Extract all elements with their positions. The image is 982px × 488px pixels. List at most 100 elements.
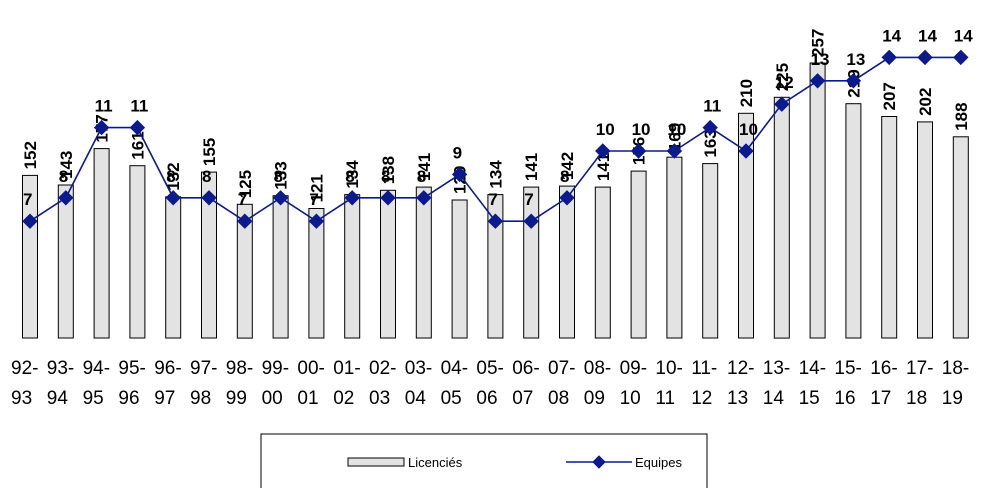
x-tick-label-line2: 93	[11, 388, 32, 409]
bar-licencies	[380, 189, 396, 339]
x-tick-label-line1: 13-	[763, 358, 790, 379]
x-tick-label-line2: 99	[226, 388, 247, 409]
bar-licencies	[773, 96, 790, 339]
bar-value-label: 141	[594, 153, 613, 181]
bar-value-label: 142	[558, 152, 577, 180]
bar-licencies	[666, 156, 683, 339]
bar-licencies	[738, 112, 754, 339]
x-tick-label-line2: 15	[799, 388, 820, 409]
bar-value-label: 133	[272, 161, 291, 189]
equipes-point	[702, 119, 718, 136]
bar-value-label: 210	[737, 79, 756, 107]
equipes-point	[630, 143, 647, 159]
bar-licencies	[344, 194, 361, 339]
x-tick-label-line2: 13	[727, 388, 748, 409]
x-tick-label-line2: 03	[369, 388, 390, 409]
equipes-point	[523, 213, 539, 229]
point-value-label: 8	[345, 167, 354, 186]
bar-licencies	[809, 62, 826, 339]
bar-value-label: 155	[200, 138, 219, 166]
x-tick-label-line2: 02	[333, 388, 354, 409]
x-tick-label-line1: 15-	[834, 358, 861, 379]
bar-licencies	[630, 170, 647, 339]
bar-value-label: 161	[128, 131, 147, 159]
legend-label-equipes: Equipes	[635, 455, 682, 470]
bar-value-label: 143	[57, 151, 76, 179]
point-value-label: 8	[560, 167, 569, 186]
bar-value-label: 225	[773, 63, 792, 91]
x-tick-label-line1: 00-	[297, 358, 324, 379]
equipes-point	[953, 49, 969, 66]
x-tick-label-line2: 10	[620, 388, 641, 409]
point-value-label: 14	[954, 26, 973, 45]
bar-value-label: 125	[236, 170, 255, 198]
point-value-label: 11	[95, 97, 113, 116]
x-tick-label-line1: 99-	[262, 358, 289, 379]
point-value-label: 7	[524, 190, 533, 209]
bar-licencies	[917, 121, 933, 339]
bar-licencies	[702, 163, 719, 339]
point-value-label: 10	[667, 120, 686, 139]
x-tick-label-line1: 02-	[369, 358, 396, 379]
bar-licencies	[201, 171, 217, 339]
equipes-point	[237, 213, 253, 229]
x-tick-label-line1: 11-	[691, 358, 717, 379]
legend: Licenciés Equipes	[260, 433, 708, 488]
bar-licencies	[952, 136, 969, 339]
point-value-label: 7	[488, 190, 497, 209]
x-tick-label-line1: 05-	[476, 358, 503, 379]
point-value-label: 8	[417, 167, 426, 186]
bar-value-label: 202	[916, 88, 935, 116]
bar-value-label: 169	[665, 123, 684, 151]
equipes-point	[272, 190, 289, 206]
bar-licencies	[594, 186, 611, 339]
bar-value-label: 121	[307, 174, 326, 202]
x-tick-label-line1: 06-	[512, 358, 539, 379]
x-tick-label-line2: 95	[83, 388, 104, 409]
x-tick-label-line1: 96-	[154, 358, 181, 379]
point-value-label: 8	[59, 167, 68, 186]
equipes-point	[738, 143, 754, 159]
equipes-point	[22, 213, 38, 229]
legend-box	[260, 433, 708, 488]
bar-value-label: 152	[21, 141, 40, 169]
point-value-label: 13	[846, 50, 865, 69]
x-tick-label-line2: 05	[441, 388, 462, 409]
bar-value-label: 207	[880, 82, 899, 110]
x-tick-label-line2: 08	[548, 388, 569, 409]
equipes-point	[165, 190, 181, 206]
x-tick-label-line2: 97	[154, 388, 175, 409]
bar-licencies	[451, 199, 468, 339]
bar-licencies	[845, 103, 862, 339]
bar-licencies	[129, 165, 146, 339]
equipes-point	[666, 143, 683, 159]
x-tick-label-line1: 18-	[942, 358, 969, 379]
point-value-label: 8	[166, 167, 175, 186]
point-value-label: 12	[775, 73, 794, 92]
equipes-point	[559, 190, 575, 206]
point-value-label: 10	[739, 120, 758, 139]
x-tick-label-line1: 12-	[727, 358, 754, 379]
x-tick-label-line2: 94	[47, 388, 69, 409]
line-layer	[22, 49, 969, 229]
equipes-point	[93, 119, 110, 136]
x-tick-label-line1: 98-	[226, 358, 253, 379]
equipes-point	[845, 73, 862, 89]
bar-value-label: 141	[415, 153, 434, 181]
bar-licencies	[523, 186, 540, 339]
x-tick-label-line2: 01	[297, 388, 318, 409]
x-tick-label-line2: 07	[512, 388, 533, 409]
bar-value-label: 138	[379, 156, 398, 184]
point-value-label: 7	[23, 190, 32, 209]
bar-licencies	[57, 184, 74, 339]
equipes-point	[201, 190, 217, 206]
point-value-label: 7	[309, 190, 318, 209]
x-tick-label-line2: 17	[870, 388, 891, 409]
bar-licencies	[165, 196, 182, 339]
x-tick-label-line2: 09	[584, 388, 605, 409]
bar-licencies	[236, 203, 253, 339]
x-tick-label-line1: 94-	[83, 358, 110, 379]
x-tick-label-line1: 93-	[47, 358, 74, 379]
bar-value-label: 257	[809, 29, 828, 57]
point-value-label: 8	[381, 167, 390, 186]
